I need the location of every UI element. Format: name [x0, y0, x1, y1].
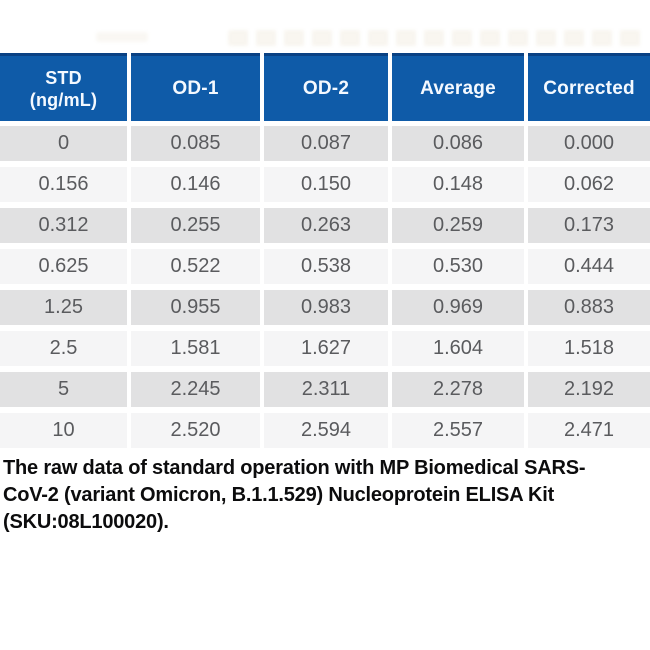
od-value-cell: 2.520: [131, 413, 260, 448]
od-value-cell: 0.000: [528, 126, 650, 161]
od-value-cell: 0.148: [392, 167, 524, 202]
od-value-cell: 0.444: [528, 249, 650, 284]
od-value-cell: 1.627: [264, 331, 388, 366]
od-value-cell: 0.062: [528, 167, 650, 202]
header-cell-od2: OD-2: [264, 53, 388, 121]
od-value-cell: 0.173: [528, 208, 650, 243]
header-cell-average: Average: [392, 53, 524, 121]
std-concentration-cell: 0: [0, 126, 127, 161]
od-value-cell: 0.086: [392, 126, 524, 161]
std-concentration-cell: 2.5: [0, 331, 127, 366]
od-value-cell: 0.530: [392, 249, 524, 284]
od-value-cell: 0.255: [131, 208, 260, 243]
od-value-cell: 2.594: [264, 413, 388, 448]
od-value-cell: 0.538: [264, 249, 388, 284]
table-body: 0 0.085 0.087 0.086 0.000 0.156 0.146 0.150 0.14…: [0, 126, 650, 448]
std-concentration-cell: 0.156: [0, 167, 127, 202]
header-cell-corrected: Corrected: [528, 53, 650, 121]
std-concentration-cell: 0.625: [0, 249, 127, 284]
figure-caption: The raw data of standard operation with …: [3, 457, 586, 533]
od-value-cell: 2.278: [392, 372, 524, 407]
od-value-cell: 2.311: [264, 372, 388, 407]
od-value-cell: 2.557: [392, 413, 524, 448]
od-value-cell: 0.259: [392, 208, 524, 243]
watermark-fragment: [96, 32, 148, 42]
od-value-cell: 0.969: [392, 290, 524, 325]
od-value-cell: 2.245: [131, 372, 260, 407]
watermark: [228, 30, 643, 46]
header-cell-od1: OD-1: [131, 53, 260, 121]
od-value-cell: 1.518: [528, 331, 650, 366]
od-value-cell: 2.471: [528, 413, 650, 448]
od-value-cell: 0.983: [264, 290, 388, 325]
od-value-cell: 0.955: [131, 290, 260, 325]
standards-data-table: STD (ng/mL) OD-1 OD-2 Average Corrected …: [0, 53, 650, 448]
od-value-cell: 0.087: [264, 126, 388, 161]
od-value-cell: 0.085: [131, 126, 260, 161]
od-value-cell: 0.522: [131, 249, 260, 284]
od-value-cell: 2.192: [528, 372, 650, 407]
table-header-row: STD (ng/mL) OD-1 OD-2 Average Corrected: [0, 53, 650, 121]
std-concentration-cell: 5: [0, 372, 127, 407]
od-value-cell: 0.146: [131, 167, 260, 202]
od-value-cell: 1.604: [392, 331, 524, 366]
std-concentration-cell: 0.312: [0, 208, 127, 243]
std-concentration-cell: 1.25: [0, 290, 127, 325]
od-value-cell: 0.150: [264, 167, 388, 202]
std-concentration-cell: 10: [0, 413, 127, 448]
header-cell-std: STD (ng/mL): [0, 53, 127, 121]
od-value-cell: 0.883: [528, 290, 650, 325]
od-value-cell: 0.263: [264, 208, 388, 243]
od-value-cell: 1.581: [131, 331, 260, 366]
